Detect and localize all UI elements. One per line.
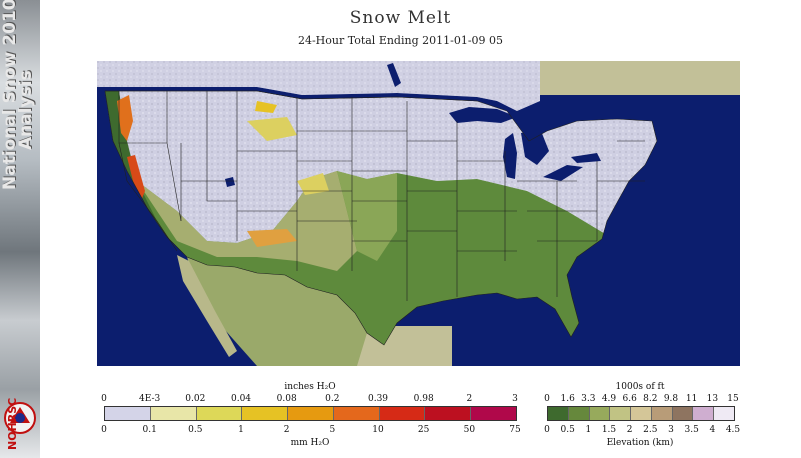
melt-swatch <box>196 407 243 420</box>
melt-colorado <box>297 173 329 195</box>
elev-swatch <box>568 407 590 420</box>
melt-inch-tick-label: 0.2 <box>325 394 340 404</box>
melt-inch-tick-label: 0.04 <box>230 394 252 404</box>
sidebar-banner: National Snow 2010-2011 Analysis NOHRSC <box>0 0 40 458</box>
elev-km-tick-label: 0 <box>544 425 550 435</box>
sidebar-project-title: National Snow 2010-2011 Analysis <box>0 0 36 190</box>
melt-mm-tick-label: 1 <box>238 425 244 435</box>
elev-legend-ft-unit: 1000s of ft <box>615 382 665 392</box>
elev-km-tick-label: 1 <box>585 425 592 435</box>
melt-inch-tick-label: 0.39 <box>367 394 389 404</box>
melt-inch-tick-label: 0 <box>101 394 107 404</box>
melt-inch-tick-label: 3 <box>512 394 518 404</box>
baja-california <box>177 255 237 357</box>
elev-km-tick-label: 1.5 <box>601 425 617 435</box>
melt-mm-tick-label: 0 <box>101 425 107 435</box>
elev-ft-tick-label: 6.6 <box>622 394 637 404</box>
elev-ft-tick-label: 15 <box>727 394 739 404</box>
melt-inch-tick-label: 0.02 <box>185 394 206 404</box>
melt-swatch <box>288 407 334 420</box>
elev-km-tick-label: 4 <box>709 425 716 435</box>
melt-swatch <box>150 407 197 420</box>
elev-ft-tick-label: 9.8 <box>663 394 679 404</box>
elev-swatch <box>693 407 715 420</box>
great-salt-lake <box>225 177 235 187</box>
elev-ft-tick-label: 1.6 <box>560 394 575 404</box>
melt-inch-tick-label: 2 <box>466 394 473 404</box>
melt-mm-tick-label: 0.1 <box>142 425 157 435</box>
elev-km-tick-label: 0.5 <box>560 425 575 435</box>
melt-inch-tick-label: 0.98 <box>413 394 434 404</box>
elev-km-tick-label: 3.5 <box>684 425 699 435</box>
melt-swatch <box>105 407 151 420</box>
mexico-land <box>187 257 367 366</box>
lake-winnipeg <box>387 63 401 87</box>
melt-cascades <box>117 95 133 141</box>
elev-ft-tick-label: 4.9 <box>601 394 617 404</box>
melt-legend-inch-unit: inches H₂O <box>284 382 336 392</box>
elev-ft-tick-label: 0 <box>544 394 550 404</box>
elev-color-bar <box>547 406 735 421</box>
elev-km-tick-label: 4.5 <box>725 425 741 435</box>
melt-swatch <box>333 407 380 420</box>
western-highlands <box>137 171 357 271</box>
elev-swatch <box>589 407 611 420</box>
elev-ft-tick-label: 11 <box>685 394 698 404</box>
melt-mm-tick-label: 5 <box>329 425 336 435</box>
lake-erie <box>543 165 583 181</box>
elev-swatch <box>714 407 735 420</box>
melt-southwest <box>247 229 297 247</box>
elev-ft-tick-label: 3.3 <box>581 394 596 404</box>
melt-swatch <box>425 407 472 420</box>
elev-ft-tick-label: 8.2 <box>643 394 658 404</box>
elev-swatch <box>631 407 652 420</box>
melt-mm-tick-label: 50 <box>463 425 476 435</box>
melt-mm-tick-label: 0.5 <box>188 425 203 435</box>
melt-sierra <box>127 155 145 201</box>
nohrsc-logo <box>4 402 36 434</box>
melt-swatch <box>242 407 289 420</box>
melt-rockies-dots <box>255 101 277 113</box>
elev-km-tick-label: 3 <box>668 425 674 435</box>
melt-swatch <box>471 407 517 420</box>
map-title: Snow Melt <box>349 8 452 28</box>
melt-mm-tick-label: 25 <box>417 425 430 435</box>
snow-melt-map <box>97 61 740 366</box>
elev-km-tick-label: 2 <box>626 425 633 435</box>
melt-inch-tick-label: 4E-3 <box>139 394 161 404</box>
nohrsc-logo-text: NOHRSC <box>6 397 19 450</box>
melt-mm-tick-label: 2 <box>283 425 290 435</box>
melt-inch-tick-label: 0.08 <box>276 394 297 404</box>
elev-swatch <box>610 407 632 420</box>
lake-ontario <box>571 153 601 163</box>
elev-swatch <box>672 407 694 420</box>
no-data-canada-east <box>540 61 740 95</box>
melt-color-bar <box>104 406 517 421</box>
melt-mm-tick-label: 10 <box>372 425 384 435</box>
melt-legend-mm-unit: mm H₂O <box>290 438 330 448</box>
elev-ft-tick-label: 13 <box>706 394 719 404</box>
melt-rockies-north <box>247 117 297 141</box>
melt-mm-tick-label: 75 <box>509 425 521 435</box>
sidebar-project-sub: Analysis <box>16 70 36 150</box>
melt-swatch <box>379 407 426 420</box>
elev-swatch <box>548 407 569 420</box>
elev-legend-km-unit: Elevation (km) <box>606 438 674 448</box>
lake-michigan <box>503 133 517 179</box>
map-subtitle: 24-Hour Total Ending 2011-01-09 05 <box>297 34 504 47</box>
elev-km-tick-label: 2.5 <box>643 425 658 435</box>
elev-swatch <box>651 407 673 420</box>
lake-superior <box>449 107 517 123</box>
